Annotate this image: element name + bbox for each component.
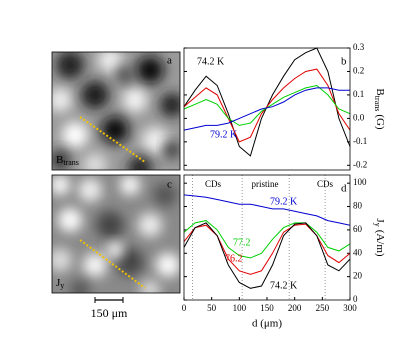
texture xyxy=(52,175,70,195)
texture xyxy=(101,116,129,144)
y-axis-label-main: B xyxy=(374,88,386,95)
y-tick-label: -0.2 xyxy=(353,159,367,169)
series-label: 74.2 K xyxy=(197,56,225,67)
plot-frame xyxy=(183,47,351,171)
x-tick-label: 50 xyxy=(207,303,217,313)
texture xyxy=(142,127,168,153)
texture xyxy=(156,253,180,277)
data-line xyxy=(183,223,351,275)
texture xyxy=(96,211,124,239)
texture xyxy=(52,248,72,272)
annotation: pristine xyxy=(252,179,279,189)
y-tick-label: 0.0 xyxy=(353,112,365,122)
data-line xyxy=(183,84,351,126)
annotation: CDs xyxy=(317,179,334,189)
data-line xyxy=(183,220,351,259)
panel-label: d xyxy=(341,183,347,195)
panel-label: c xyxy=(167,179,172,191)
texture xyxy=(58,208,82,232)
series-label: 79.2 K xyxy=(210,129,238,140)
y-tick-label: 0.2 xyxy=(353,66,364,76)
scale-bar: 150 μm xyxy=(91,297,128,320)
texture xyxy=(128,156,152,170)
texture xyxy=(160,93,180,117)
y-tick-label: 80 xyxy=(353,201,363,211)
y-axis-label: Jy (A/m) xyxy=(373,218,386,257)
texture xyxy=(78,178,102,202)
data-line xyxy=(183,87,350,131)
x-tick-label: 200 xyxy=(288,303,302,313)
texture xyxy=(56,52,84,79)
series-label: 76.2 xyxy=(225,253,243,264)
profile-line xyxy=(79,116,146,163)
y-tick-label: 60 xyxy=(353,224,363,234)
panel-quantity: Btrans xyxy=(56,154,79,167)
series-label: 74.2 K xyxy=(270,280,298,291)
profile-line xyxy=(79,239,146,289)
texture xyxy=(138,213,162,237)
image-frame xyxy=(51,51,181,171)
panel-quantity: Jy xyxy=(56,277,64,290)
image-frame xyxy=(51,174,181,294)
series-label: 79.2 K xyxy=(270,196,298,207)
x-tick-label: 150 xyxy=(260,303,274,313)
series-label: 77.2 xyxy=(233,237,251,248)
y-axis-label-unit: (G) xyxy=(374,114,386,130)
data-line xyxy=(183,222,351,289)
y-tick-label: 40 xyxy=(353,247,363,257)
x-axis-label: d (μm) xyxy=(252,318,282,330)
texture xyxy=(117,67,133,83)
y-tick-label: 100 xyxy=(353,177,367,187)
y-axis-label: Btrans (G) xyxy=(373,88,386,130)
texture xyxy=(140,280,160,293)
texture xyxy=(98,52,122,72)
texture xyxy=(153,183,177,207)
image-panel xyxy=(52,175,180,293)
y-tick-label: 0.1 xyxy=(353,89,364,99)
texture xyxy=(83,153,107,170)
y-tick-label: -0.1 xyxy=(353,136,367,146)
y-axis-label-sub: trans xyxy=(373,96,382,112)
plot-frame xyxy=(183,174,351,301)
y-axis-label-sub: y xyxy=(373,223,382,227)
texture xyxy=(83,253,107,277)
data-line xyxy=(183,68,351,143)
panel-label: a xyxy=(167,55,172,67)
data-line xyxy=(183,194,351,226)
y-axis-label-main: J xyxy=(374,218,386,223)
annotation: CDs xyxy=(205,179,222,189)
x-tick-label: 100 xyxy=(233,303,247,313)
texture xyxy=(116,248,144,276)
scale-bar-label: 150 μm xyxy=(91,306,128,320)
x-tick-label: 0 xyxy=(182,303,187,313)
texture xyxy=(123,88,147,112)
y-tick-label: 0 xyxy=(353,294,358,304)
texture xyxy=(107,242,123,258)
texture xyxy=(81,81,109,109)
texture xyxy=(164,142,180,158)
texture xyxy=(120,175,140,195)
texture xyxy=(136,56,164,84)
texture xyxy=(52,88,72,112)
x-tick-label: 250 xyxy=(316,303,330,313)
texture xyxy=(52,150,70,170)
texture xyxy=(62,122,88,148)
texture xyxy=(70,280,90,293)
image-panel xyxy=(52,52,180,170)
y-tick-label: 20 xyxy=(353,271,363,281)
panel-label: b xyxy=(341,56,347,68)
y-tick-label: 0.3 xyxy=(353,42,365,52)
x-tick-label: 300 xyxy=(343,303,357,313)
y-axis-label-unit: (A/m) xyxy=(374,230,386,257)
